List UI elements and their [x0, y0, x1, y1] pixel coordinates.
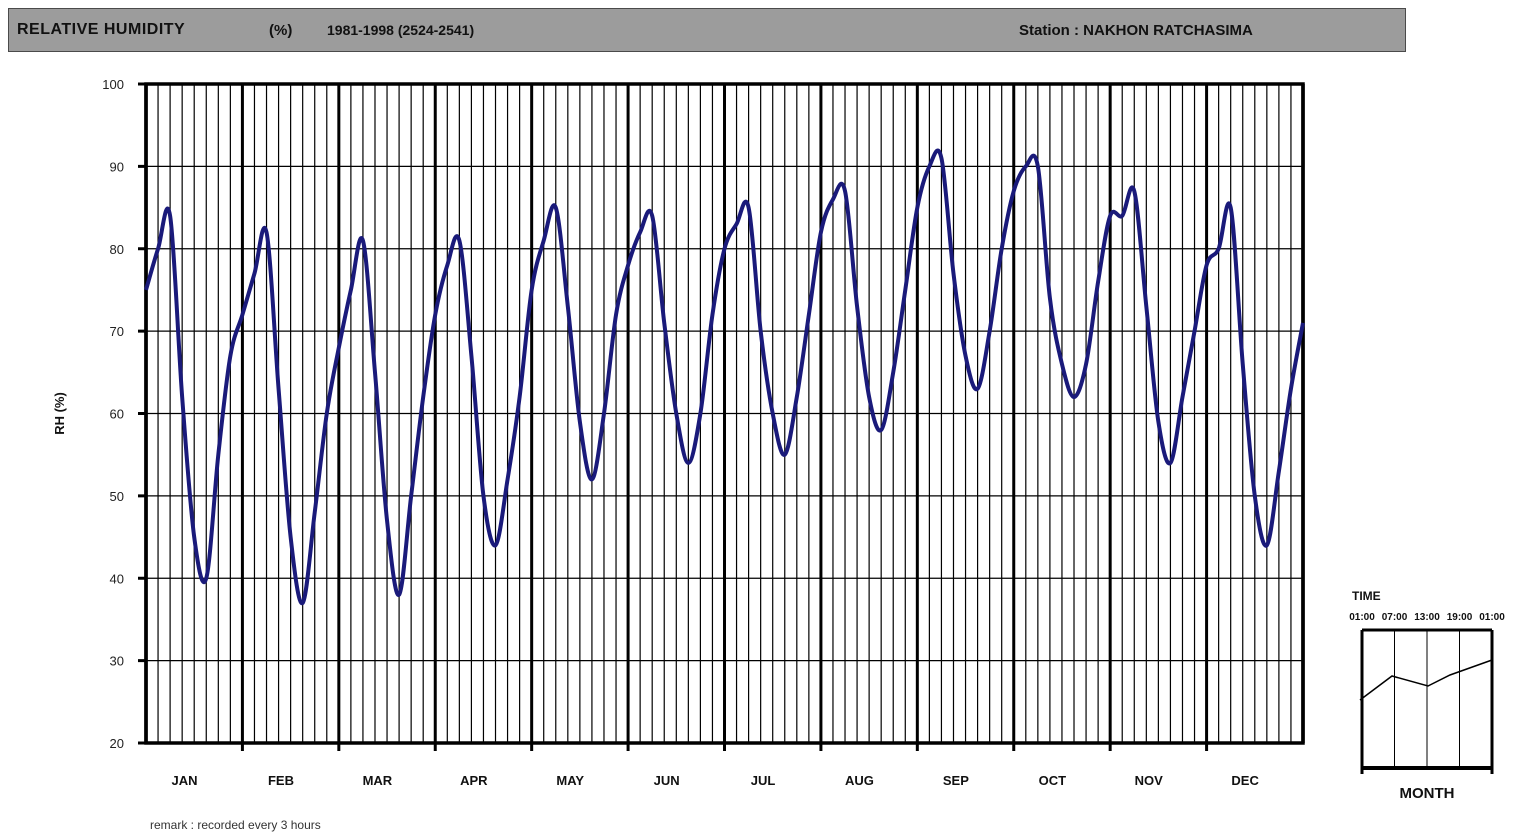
legend-time-label: 07:00 — [1382, 612, 1408, 623]
y-axis-label: RH (%) — [52, 392, 67, 435]
x-tick-label: JUN — [654, 773, 680, 788]
x-tick-label: APR — [460, 773, 488, 788]
y-tick-label: 20 — [110, 736, 124, 751]
legend-title: TIME — [1352, 589, 1381, 603]
x-tick-label: OCT — [1039, 773, 1067, 788]
legend-sample-line — [1359, 659, 1493, 701]
legend-time-label: 01:00 — [1479, 612, 1505, 623]
y-tick-label: 60 — [110, 407, 124, 422]
plot-border — [144, 82, 1305, 745]
y-tick-label: 80 — [110, 242, 124, 257]
x-tick-label: FEB — [268, 773, 294, 788]
chart-period: 1981-1998 (2524-2541) — [327, 22, 475, 38]
x-tick-label: DEC — [1231, 773, 1259, 788]
x-tick-label: NOV — [1135, 773, 1164, 788]
y-tick-label: 90 — [110, 159, 124, 174]
x-tick-label: AUG — [845, 773, 874, 788]
x-tick-label: JUL — [751, 773, 776, 788]
y-tick-label: 40 — [110, 571, 124, 586]
chart-header-bar: RELATIVE HUMIDITY (%) 1981-1998 (2524-25… — [8, 8, 1406, 52]
chart-unit: (%) — [269, 21, 293, 39]
y-tick-label: 100 — [102, 77, 124, 92]
chart-title: RELATIVE HUMIDITY — [17, 21, 186, 38]
legend-time-label: 01:00 — [1349, 612, 1375, 623]
y-tick-label: 70 — [110, 324, 124, 339]
y-tick-label: 30 — [110, 654, 124, 669]
x-tick-label: JAN — [172, 773, 198, 788]
x-tick-label: SEP — [943, 773, 969, 788]
remark-note: remark : recorded every 3 hours — [150, 818, 321, 832]
humidity-series-line — [144, 148, 1305, 605]
x-tick-label: MAY — [556, 773, 584, 788]
legend-month-label: MONTH — [1400, 785, 1455, 802]
x-tick-label: MAR — [363, 773, 393, 788]
legend-time-label: 13:00 — [1414, 612, 1440, 623]
station-name: Station : NAKHON RATCHASIMA — [1019, 21, 1253, 39]
legend-time-label: 19:00 — [1447, 612, 1473, 623]
y-tick-label: 50 — [110, 489, 124, 504]
